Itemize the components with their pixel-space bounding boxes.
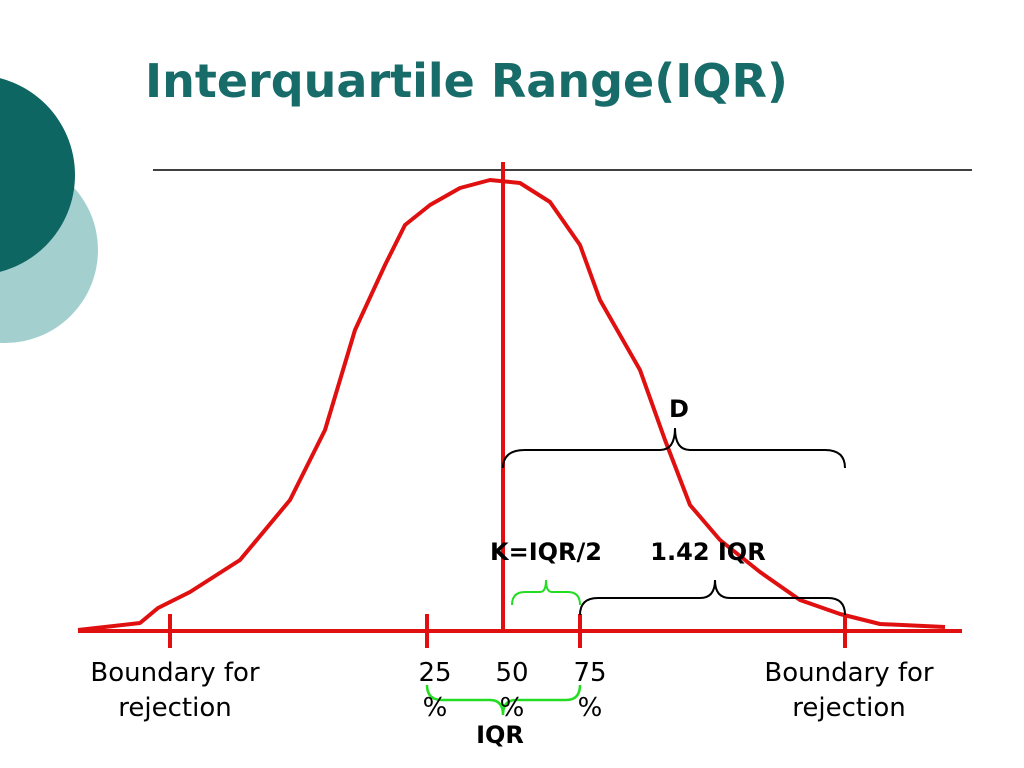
- axis-label: 75: [573, 658, 606, 688]
- axis-labels: Boundary for rejection 25% 50% 75% Boundary f…: [90, 658, 934, 723]
- axis-label: rejection: [118, 693, 231, 723]
- label-k: K=IQR/2: [490, 538, 602, 566]
- label-iqr: IQR: [476, 721, 524, 749]
- label-d: D: [669, 395, 689, 423]
- axis-label: Boundary for: [764, 658, 934, 688]
- axis-label: 50: [495, 658, 528, 688]
- axis-label: 25: [418, 658, 451, 688]
- axis-label: Boundary for: [90, 658, 260, 688]
- decor-circle-dark: [0, 78, 75, 272]
- title: Interquartile Range(IQR): [145, 54, 788, 108]
- brace-multiple: [579, 579, 846, 616]
- axis-label: %: [423, 693, 448, 723]
- axis-label: rejection: [792, 693, 905, 723]
- ticks: [168, 614, 847, 648]
- brace-iqr: [425, 684, 582, 716]
- brace-d: [502, 427, 846, 469]
- brace-k: [511, 579, 581, 606]
- axis-label: %: [578, 693, 603, 723]
- axis-label: %: [500, 693, 525, 723]
- label-multiple: 1.42 IQR: [650, 538, 765, 566]
